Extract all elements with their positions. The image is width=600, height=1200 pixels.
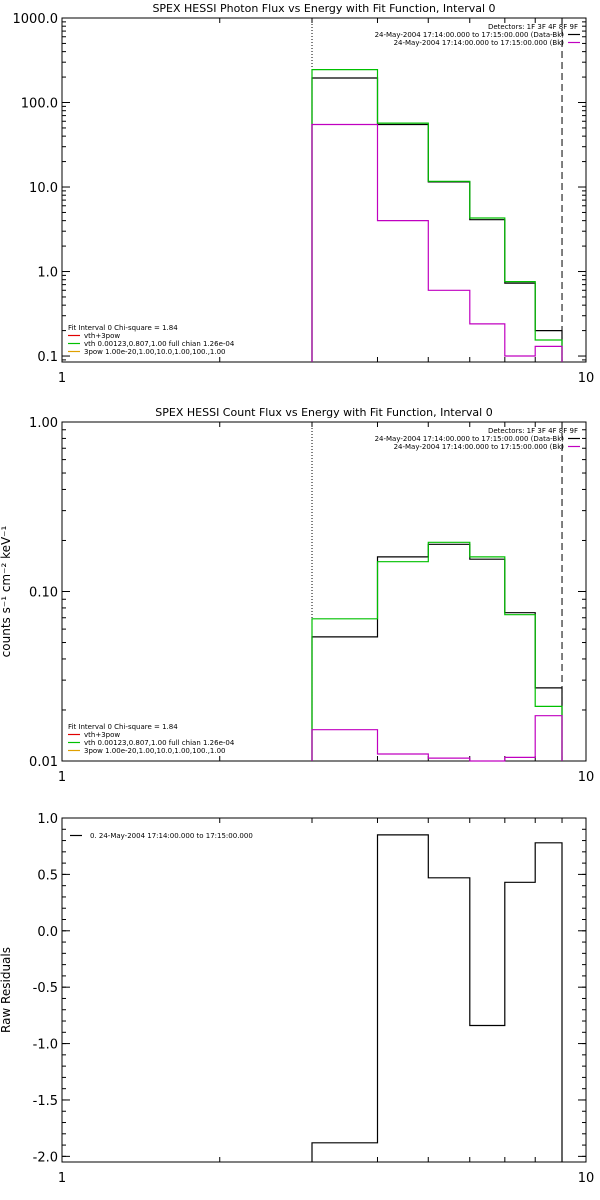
legend-top-entry: 0. 24-May-2004 17:14:00.000 to 17:15:00.… bbox=[90, 832, 253, 840]
x-tick-label: 1 bbox=[58, 770, 66, 785]
y-tick-label: 1.0 bbox=[37, 266, 58, 281]
legend-fit-title: Fit Interval 0 Chi-square = 1.84 bbox=[68, 324, 178, 332]
y-tick-label: 0.1 bbox=[37, 350, 58, 365]
detectors-label: Detectors: 1F 3F 4F 8F 9F bbox=[488, 427, 578, 435]
series-2-steps bbox=[311, 69, 563, 362]
chart-title: SPEX HESSI Count Flux vs Energy with Fit… bbox=[155, 406, 492, 419]
x-tick-label: 10 bbox=[578, 770, 595, 785]
legend-top-entry: 24-May-2004 17:14:00.000 to 17:15:00.000… bbox=[394, 443, 565, 451]
series-1-steps bbox=[311, 543, 563, 761]
y-axis-label: counts s⁻¹ cm⁻² keV⁻¹ bbox=[0, 525, 13, 657]
y-tick-label: 0.5 bbox=[37, 868, 58, 883]
x-tick-label: 10 bbox=[578, 371, 595, 386]
chart-panel-1: SPEX HESSI Photon Flux vs Energy with Fi… bbox=[13, 2, 595, 386]
legend-fit-title: Fit Interval 0 Chi-square = 1.84 bbox=[68, 723, 178, 731]
chart-panel-3: Raw Residuals 1.0 0.5 0.0 -0.5 -1.0 -1.5 -2.01 1… bbox=[0, 812, 594, 1186]
plot-frame bbox=[61, 17, 587, 363]
legend-bottom-entry: 3pow 1.00e-20,1.00,10.0,1.00,100.,1.00 bbox=[84, 747, 226, 755]
legend-bottom-entry: vth 0.00123,0.807,1.00 full chian 1.26e-… bbox=[84, 739, 235, 747]
series-1-steps bbox=[311, 77, 563, 362]
y-tick-label: 0.0 bbox=[37, 925, 58, 940]
y-tick-label: -1.5 bbox=[33, 1094, 58, 1109]
y-tick-label: 1.00 bbox=[29, 416, 58, 431]
series-1-steps bbox=[311, 834, 563, 1162]
y-tick-label: -2.0 bbox=[33, 1150, 58, 1165]
y-axis-label: Raw Residuals bbox=[0, 947, 13, 1033]
legend-bottom-entry: vth 0.00123,0.807,1.00 full chian 1.26e-… bbox=[84, 340, 235, 348]
legend-bottom-entry: 3pow 1.00e-20,1.00,10.0,1.00,100.,1.00 bbox=[84, 348, 226, 356]
legend-bottom-entry: vth+3pow bbox=[84, 731, 120, 739]
plot-frame bbox=[61, 817, 587, 1163]
x-tick-label: 10 bbox=[578, 1171, 595, 1186]
series-3-steps bbox=[311, 123, 563, 362]
y-tick-label: 0.01 bbox=[29, 755, 58, 770]
x-tick-label: 1 bbox=[58, 371, 66, 386]
plot-frame bbox=[61, 421, 587, 762]
y-tick-label: -1.0 bbox=[33, 1038, 58, 1053]
y-tick-label: 100.0 bbox=[21, 97, 58, 112]
y-tick-label: -0.5 bbox=[33, 981, 58, 996]
legend-top-entry: 24-May-2004 17:14:00.000 to 17:15:00.000… bbox=[375, 435, 565, 443]
legend-top-entry: 24-May-2004 17:14:00.000 to 17:15:00.000… bbox=[375, 31, 565, 39]
x-tick-label: 1 bbox=[58, 1171, 66, 1186]
y-tick-label: 1.0 bbox=[37, 812, 58, 827]
chart-title: SPEX HESSI Photon Flux vs Energy with Fi… bbox=[152, 2, 495, 15]
series-3-steps bbox=[311, 715, 563, 762]
y-tick-label: 1000.0 bbox=[13, 12, 59, 27]
y-tick-label: 10.0 bbox=[29, 181, 58, 196]
series-2-steps bbox=[311, 541, 563, 761]
legend-bottom-entry: vth+3pow bbox=[84, 332, 120, 340]
chart-panel-2: SPEX HESSI Count Flux vs Energy with Fit… bbox=[0, 406, 594, 785]
legend-top-entry: 24-May-2004 17:14:00.000 to 17:15:00.000… bbox=[394, 39, 565, 47]
detectors-label: Detectors: 1F 3F 4F 8F 9F bbox=[488, 23, 578, 31]
y-tick-label: 0.10 bbox=[29, 586, 58, 601]
